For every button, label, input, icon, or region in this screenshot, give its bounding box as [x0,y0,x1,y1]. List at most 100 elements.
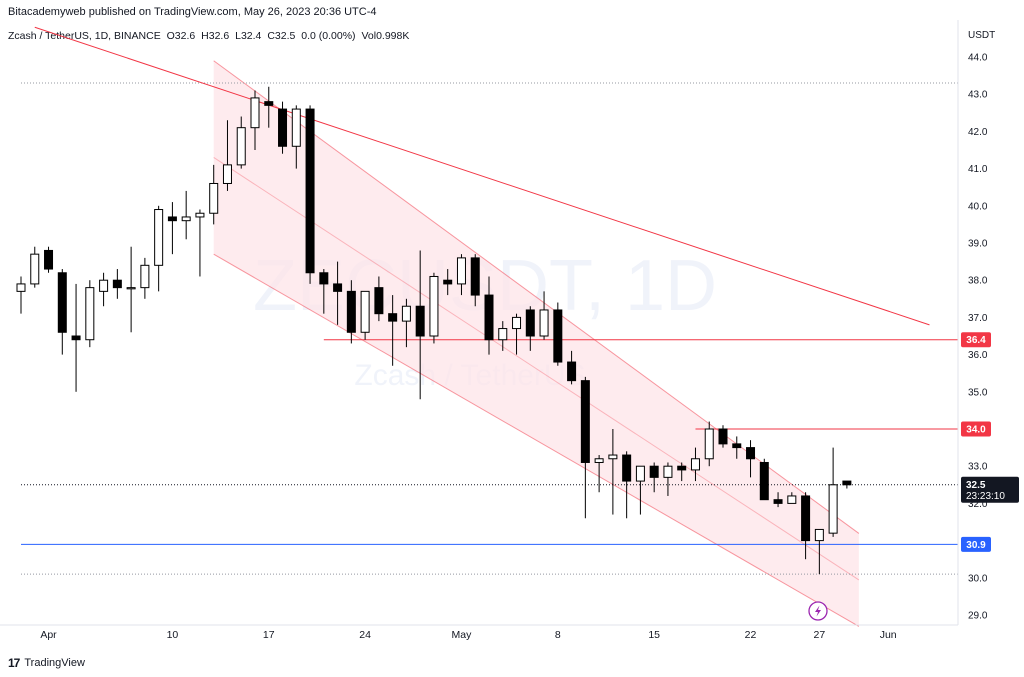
candle-body [71,335,81,341]
candle-body [209,182,219,214]
candle-body [57,272,67,333]
candle-body [278,108,288,147]
y-tick-label: 30.0 [968,573,988,584]
candle-body [470,257,480,296]
trendline-layer [34,26,930,326]
candle-body [85,287,95,341]
y-tick-label: 32.0 [968,499,988,510]
candle-body [388,313,398,322]
x-tick-label: 17 [263,629,275,641]
y-tick-label: 40.0 [968,201,988,212]
currency-label: USDT [968,30,995,41]
y-tick-label: 36.0 [968,350,988,361]
candle-body [222,164,232,184]
candle-body [828,484,838,534]
channel-lower-line [213,253,860,627]
candle-body [167,216,177,222]
volume-value: Vol0.998K [361,30,410,42]
candle-body [346,290,356,333]
x-tick-label: Jun [880,629,897,641]
price-axis[interactable]: 44.0 43.0 42.0 41.0 40.0 39.0 38.0 37.0 36.0 35.0… [968,53,988,622]
candle-body [649,465,659,478]
candle-body [622,454,632,482]
candle-body [456,257,466,285]
x-tick-label: May [452,629,473,641]
candle-body [787,495,797,504]
candle-body [718,428,728,445]
y-tick-label: 44.0 [968,53,988,64]
candle-body [112,279,122,289]
candle-body [663,465,673,478]
candle-body [305,108,315,274]
ohlc-open: O32.6 [166,30,196,42]
candle-body [608,454,618,460]
x-tick-label: 27 [814,629,826,641]
price-label-box [961,536,991,552]
candle-body [250,97,260,129]
candle-body [746,447,756,460]
symbol-name[interactable]: Zcash / TetherUS, 1D, BINANCE [8,30,161,42]
candle-body [690,458,700,471]
candle-body [842,480,852,486]
candle-body [512,316,522,330]
y-tick-label: 29.0 [968,611,988,622]
channel-middle-line [213,157,860,581]
candle-body [801,495,811,542]
candle-body [126,287,136,290]
candle-body [264,101,274,106]
candle-body [567,361,577,382]
candle-body [553,309,563,363]
ohlc-change: 0.0 (0.00%) [301,30,356,42]
candle-body [443,279,453,285]
current-price-text: 32.5 [966,480,986,491]
price-label-box [961,421,991,437]
candle-body [181,216,191,222]
y-tick-label: 37.0 [968,313,988,324]
y-tick-label: 41.0 [968,164,988,175]
candle-body [236,127,246,166]
x-tick-label: 22 [745,629,757,641]
x-tick-label: 15 [648,629,660,641]
ohlc-low: L32.4 [235,30,262,42]
candle-body [539,309,549,337]
replay-icon[interactable] [808,601,828,621]
x-tick-label: 10 [167,629,179,641]
time-axis[interactable]: Apr 10 17 24 May 8 15 22 27 Jun [40,629,896,641]
y-tick-label: 33.0 [968,462,988,473]
candle-body [44,249,54,270]
tradingview-brand: TradingView [24,657,85,669]
x-tick-label: 24 [359,629,371,641]
candle-body [704,428,714,460]
countdown-text: 23:23:10 [966,491,1005,502]
tradingview-footer: 17 TradingView [8,656,85,670]
y-tick-label: 43.0 [968,90,988,101]
ohlc-close: C32.5 [267,30,296,42]
y-tick-label: 38.0 [968,276,988,287]
current-price-box [961,476,1019,503]
candle-body [374,287,384,315]
y-tick-label: 35.0 [968,387,988,398]
horizontal-lines-layer [21,82,958,575]
candle-body [594,458,604,463]
candle-body [525,309,535,337]
candle-body [415,305,425,337]
candle-body [773,499,783,504]
candlestick-chart[interactable]: ZECUSDT, 1D Zcash / TetherUS USDT 44.043… [0,0,1024,650]
publisher-line: Bitacademyweb published on TradingView.c… [8,6,377,18]
candle-body [140,264,150,289]
candle-body [30,253,40,285]
price-labels-layer: 36.4 34.0 30.9 32.523:23:10 [961,332,1019,552]
candle-body [498,328,508,341]
x-tick-label: Apr [40,629,57,641]
candles-layer [16,86,852,575]
y-tick-label: 42.0 [968,127,988,138]
candle-body [360,290,370,333]
candle-body [759,461,769,501]
candle-body [401,305,411,322]
candle-body [677,465,687,471]
candle-body [99,279,109,292]
channel-fill [213,60,859,627]
symbol-info: Zcash / TetherUS, 1D, BINANCE O32.6 H32.… [8,30,412,42]
candle-body [814,528,824,542]
candle-body [580,380,590,463]
